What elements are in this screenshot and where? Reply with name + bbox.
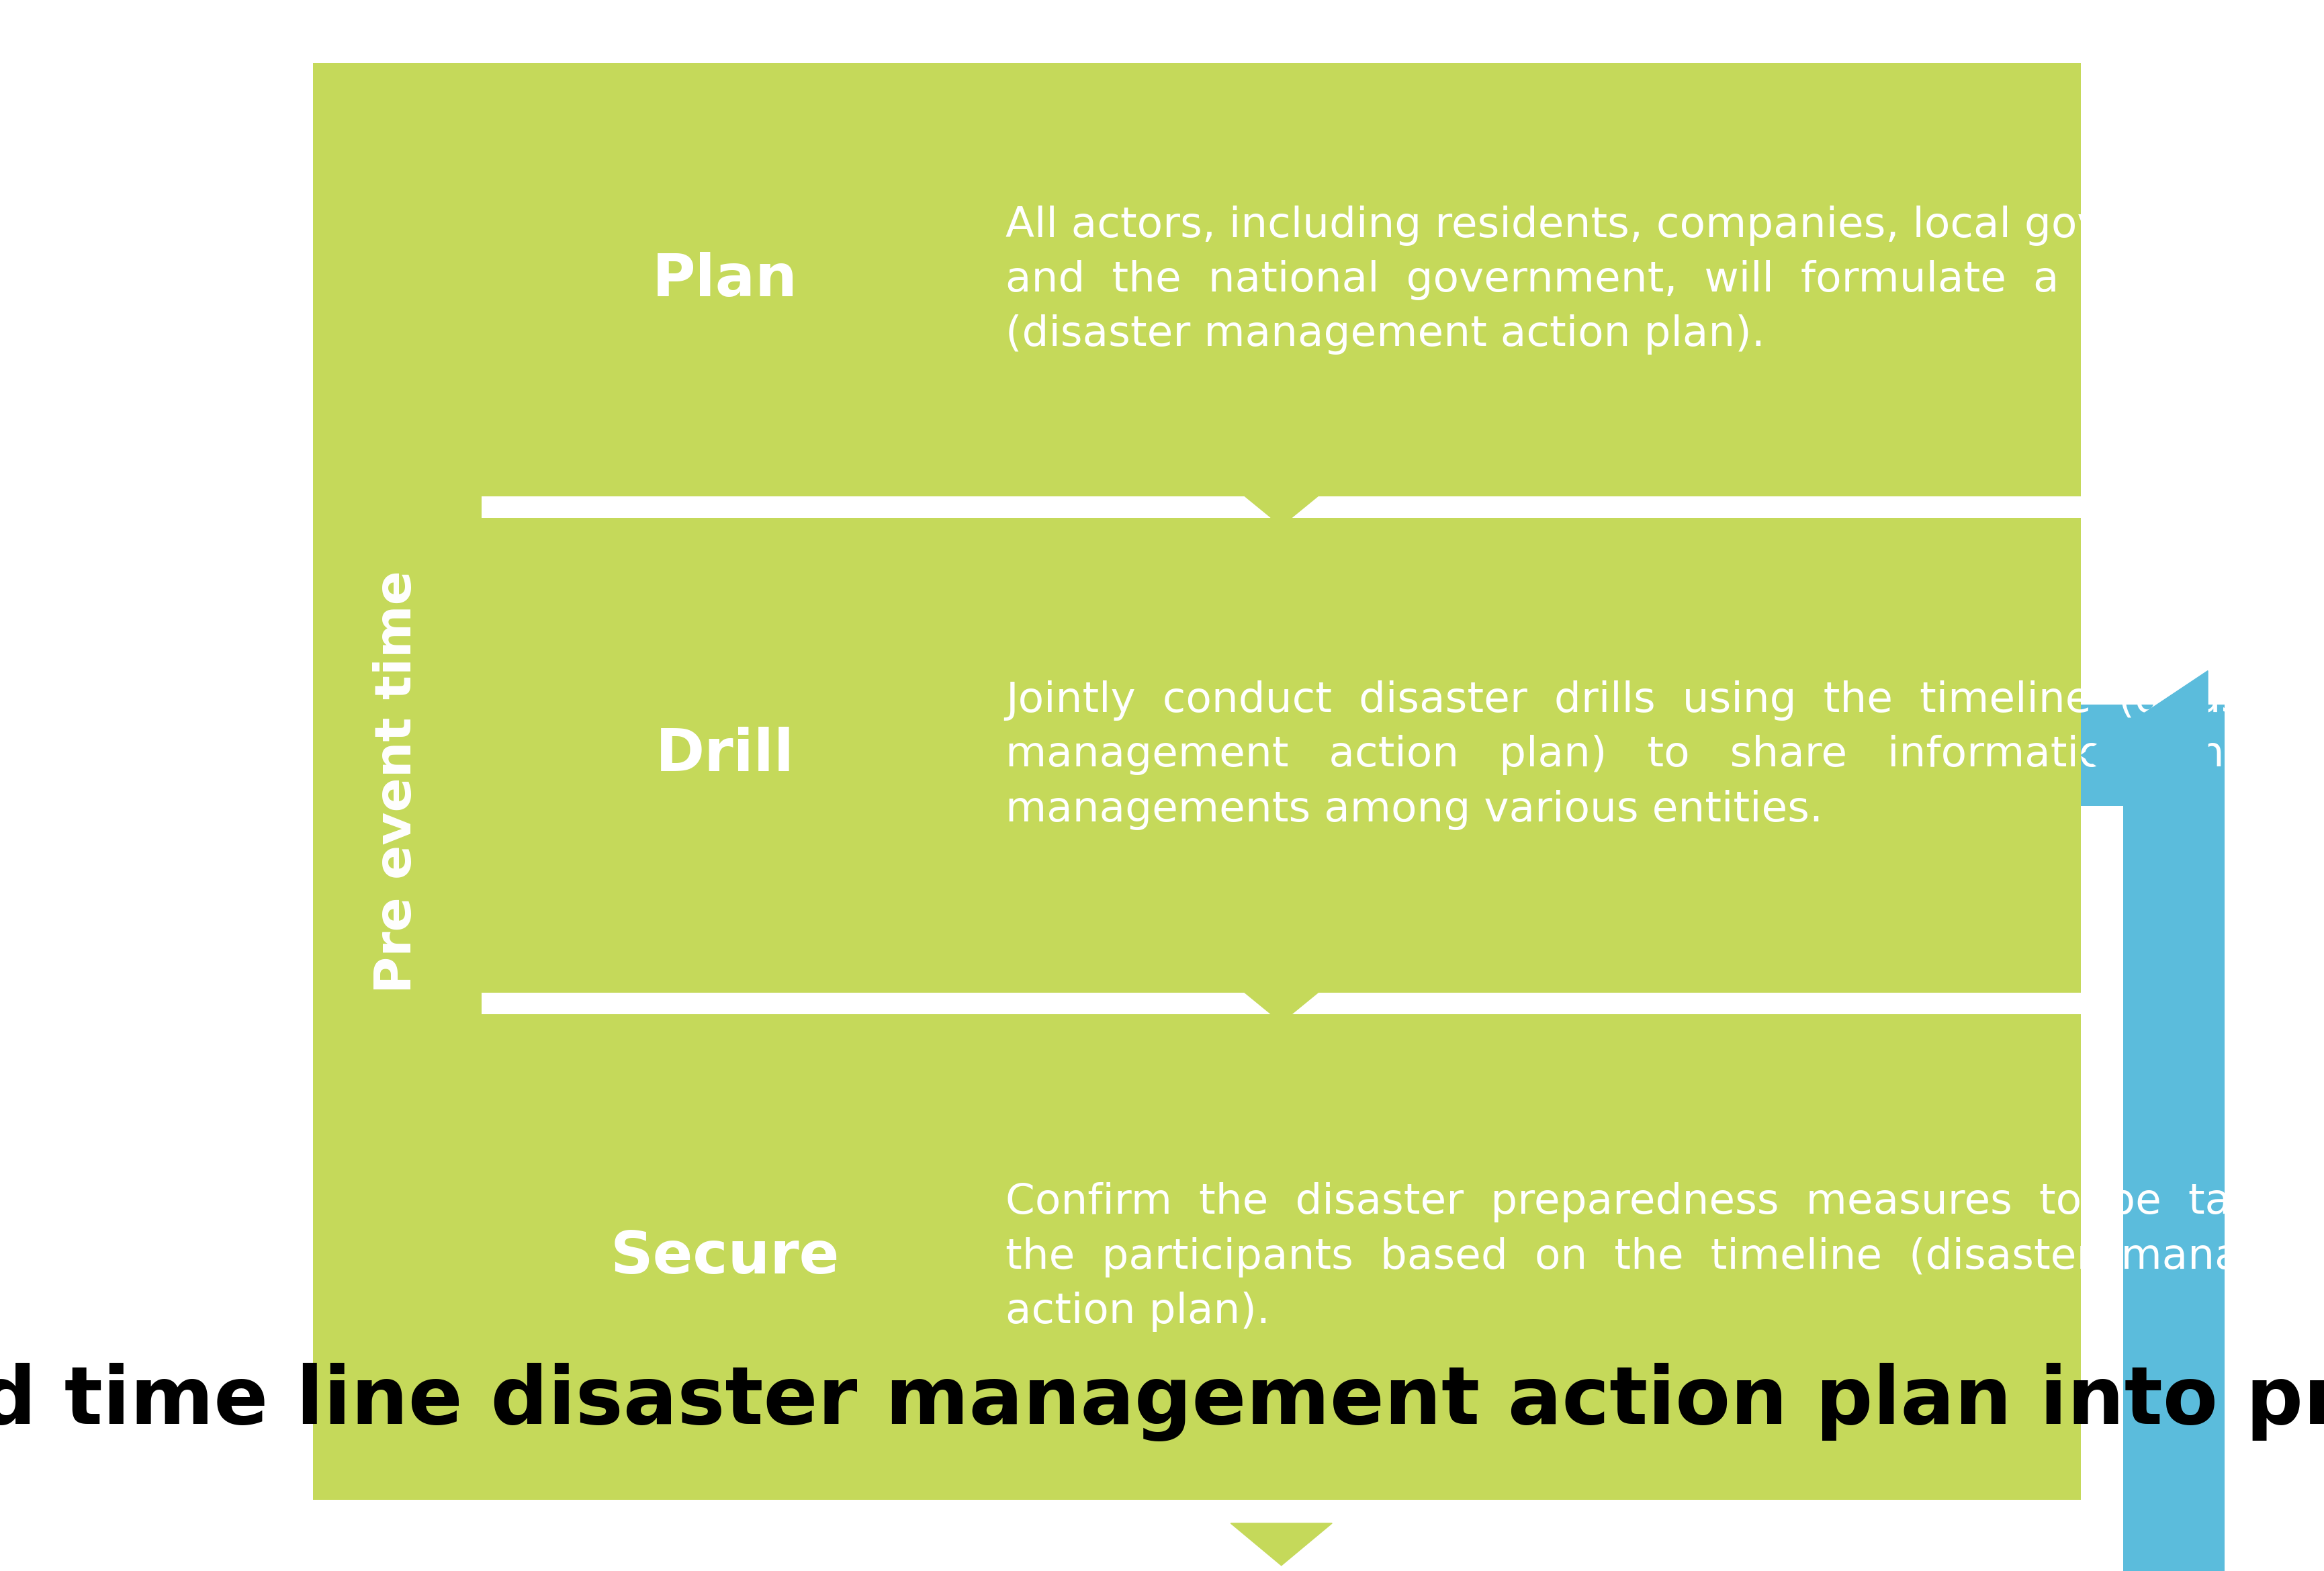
Text: Toward time line disaster management action plan into practice: Toward time line disaster management act… <box>0 1362 2324 1441</box>
Polygon shape <box>2080 671 2208 840</box>
Text: Jointly  conduct  disaster  drills  using  the  timeline  (disaster
management  : Jointly conduct disaster drills using th… <box>1006 680 2303 829</box>
Text: Confirm  the  disaster  preparedness  measures  to  be  taken  by
the  participa: Confirm the disaster preparedness measur… <box>1006 1183 2324 1332</box>
Polygon shape <box>1234 985 1327 1023</box>
Bar <box>967 63 2080 496</box>
Bar <box>967 1013 2080 1500</box>
Bar <box>967 517 2080 993</box>
Polygon shape <box>1234 489 1327 526</box>
Text: Secure: Secure <box>609 1229 839 1285</box>
Polygon shape <box>1232 1524 1332 1565</box>
Text: Pre event time: Pre event time <box>372 570 421 993</box>
Bar <box>2080 704 2224 806</box>
Text: Plan: Plan <box>651 251 797 308</box>
Bar <box>481 517 967 993</box>
Bar <box>2124 756 2224 1571</box>
Text: All actors, including residents, companies, local governments,
and  the  nationa: All actors, including residents, compani… <box>1006 206 2317 355</box>
Bar <box>481 1013 967 1500</box>
Bar <box>481 63 967 496</box>
Text: Drill: Drill <box>655 727 795 784</box>
Bar <box>314 63 481 1500</box>
